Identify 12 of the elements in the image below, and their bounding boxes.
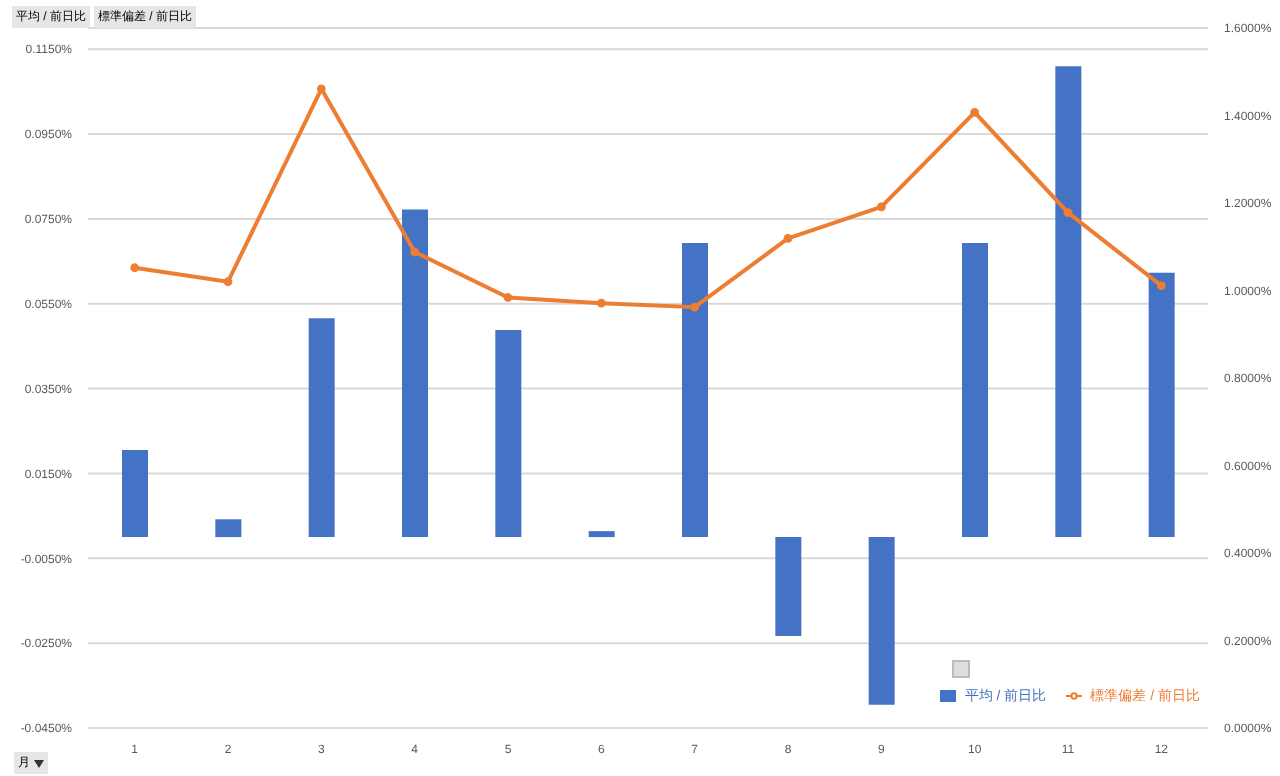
bar bbox=[215, 519, 242, 538]
bar bbox=[962, 243, 988, 538]
bar bbox=[775, 537, 802, 636]
bar bbox=[402, 209, 428, 538]
bar bbox=[122, 450, 148, 538]
bar bbox=[1148, 272, 1175, 538]
bar bbox=[588, 531, 615, 538]
bar bbox=[495, 330, 522, 538]
bar bbox=[682, 243, 708, 538]
bar bbox=[868, 537, 895, 705]
bar bbox=[308, 318, 335, 538]
bar bbox=[1055, 66, 1082, 538]
